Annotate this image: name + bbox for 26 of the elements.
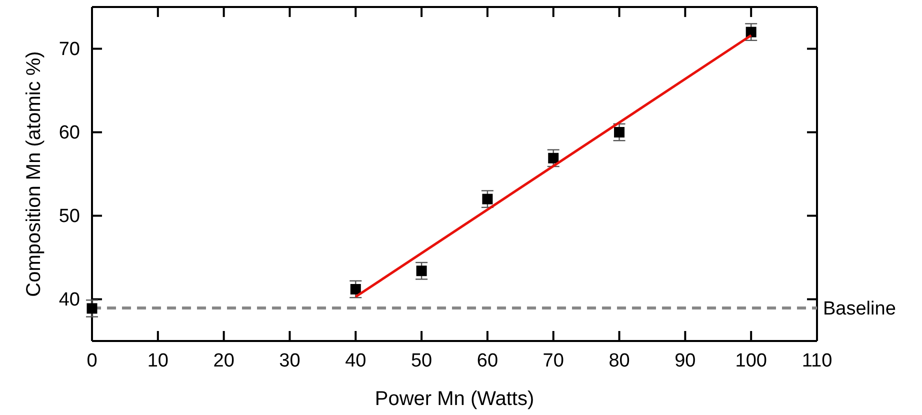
point (350, 284, 361, 294)
y-axis-title: Composition Mn (atomic %) (23, 51, 45, 297)
x-tick-label: 10 (147, 350, 168, 372)
x-tick-label: 50 (410, 350, 432, 372)
y-tick-label: 60 (58, 122, 80, 144)
point (86, 303, 98, 314)
point (614, 127, 625, 138)
y-tick-label: 70 (58, 38, 80, 60)
x-tick-label: 80 (608, 350, 630, 372)
x-tick-label: 110 (802, 350, 832, 372)
x-tick-label: 70 (542, 350, 564, 372)
x-tick-label: 60 (476, 350, 498, 372)
x-tick-label: 100 (735, 350, 767, 372)
y-tick-label: 40 (58, 289, 80, 310)
x-tick-label: 0 (86, 350, 98, 372)
x-axis-title: Power Mn (Watts) (374, 388, 534, 410)
x-tick-label: 90 (674, 350, 696, 372)
point (746, 26, 756, 38)
x-tick-label: 40 (345, 350, 366, 372)
x-tick-label: 20 (213, 350, 234, 372)
y-tick-label: 50 (58, 206, 80, 227)
x-tick-label: 30 (279, 350, 300, 372)
ref-line-label: Baseline (823, 298, 896, 320)
point (548, 152, 559, 164)
point (482, 194, 493, 204)
point (416, 266, 427, 276)
